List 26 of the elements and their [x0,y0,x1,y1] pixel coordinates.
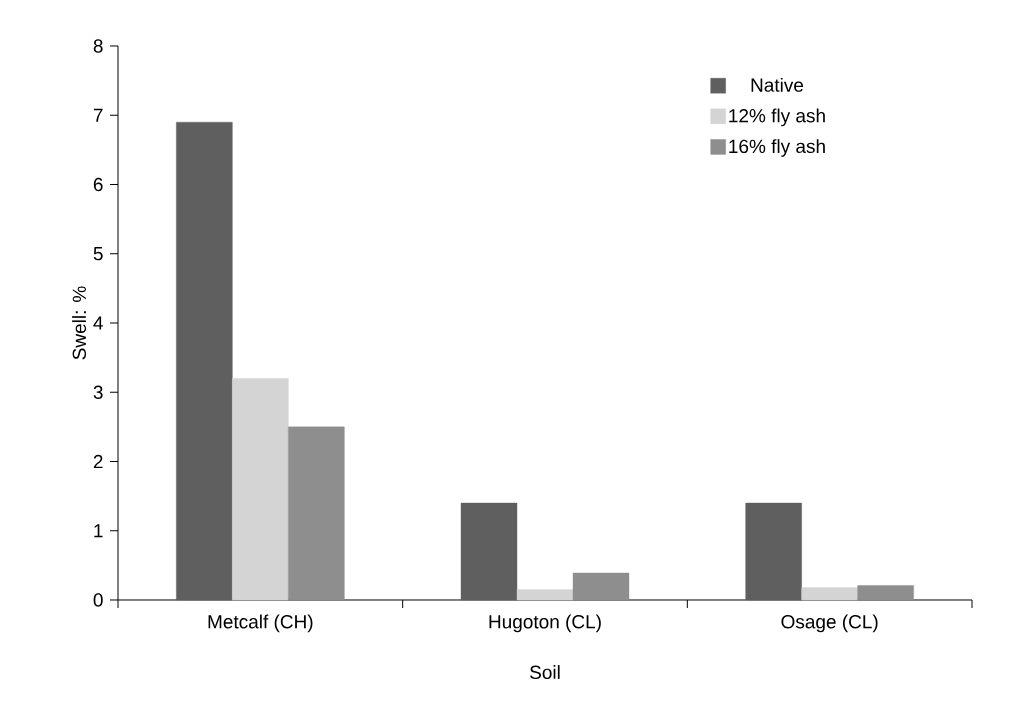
bar [176,121,233,601]
x-tick-label: Osage (CL) [781,614,878,633]
legend-label: 16% fly ash [729,139,825,157]
bar [516,589,574,601]
y-tick-label: 6 [93,177,103,192]
y-tick-label: 2 [93,454,103,469]
bar [288,426,345,601]
bar [857,585,914,601]
y-tick-label: 3 [93,385,103,399]
x-tick-label: Hugoton (CL) [489,614,601,633]
bar [801,587,858,601]
y-tick-label: 5 [93,247,103,261]
x-axis-title: Soil [530,665,560,680]
y-axis-title: Swell: % [72,286,87,360]
bar [460,502,518,601]
y-tick-label: 8 [93,39,103,53]
bar [232,378,289,601]
y-tick-label: 1 [94,524,103,538]
y-tick-label: 7 [93,108,103,122]
x-tick-label: Metcalf (CH) [208,614,313,633]
bar [745,502,802,601]
legend-label: 12% fly ash [729,108,825,127]
bar [572,572,630,601]
y-tick-label: 4 [93,316,103,330]
legend-label: Native [751,77,804,92]
y-tick-label: 0 [93,593,103,607]
